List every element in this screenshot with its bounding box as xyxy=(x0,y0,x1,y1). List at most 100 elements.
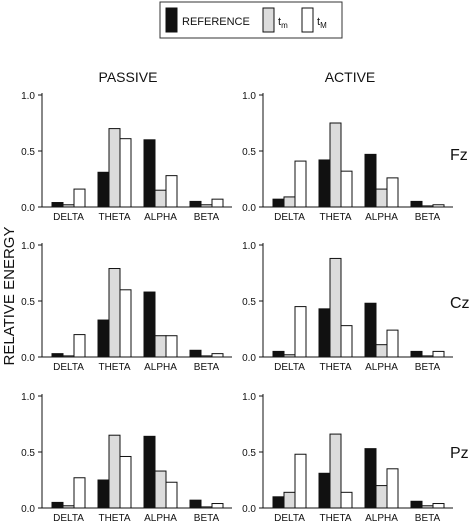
bar-pz-passive-theta-tM xyxy=(119,455,132,509)
bar-pz-active-alpha-tm xyxy=(375,485,388,509)
bar-cz-passive-beta-tm xyxy=(200,355,213,358)
x-tick-label-pz-active-beta: BETA xyxy=(415,513,441,524)
x-tick-label-pz-passive-theta: THETA xyxy=(98,513,130,524)
bar-cz-active-beta-tM xyxy=(432,350,445,358)
legend-label-tm: tm xyxy=(278,16,288,30)
bar-fz-passive-theta-tm xyxy=(108,128,121,208)
x-tick-label-cz-active-theta: THETA xyxy=(319,362,351,373)
x-tick-label-cz-active-delta: DELTA xyxy=(274,362,305,373)
bar-fz-passive-beta-tm xyxy=(200,204,213,208)
x-tick-label-pz-active-theta: THETA xyxy=(319,513,351,524)
panel-cz-passive: 0.0 0.5 1.0 DELTA THETA ALPHA BETA xyxy=(21,241,232,373)
bar-fz-active-theta-tm xyxy=(329,122,342,208)
bar-pz-active-alpha-reference xyxy=(364,448,377,509)
y-tick-label-pz-active-1: 0.5 xyxy=(242,448,256,459)
x-tick-label-fz-passive-alpha: ALPHA xyxy=(144,212,177,223)
x-tick-label-pz-passive-alpha: ALPHA xyxy=(144,513,177,524)
x-tick-label-cz-active-alpha: ALPHA xyxy=(365,362,398,373)
x-tick-label-pz-active-delta: DELTA xyxy=(274,513,305,524)
y-tick-label-pz-passive-2: 1.0 xyxy=(21,392,35,403)
bar-pz-active-alpha-tM xyxy=(386,468,399,509)
x-tick-label-cz-passive-alpha: ALPHA xyxy=(144,362,177,373)
bar-pz-passive-theta-reference xyxy=(97,479,110,509)
bar-pz-active-beta-tm xyxy=(421,505,434,509)
x-tick-label-fz-passive-delta: DELTA xyxy=(53,212,84,223)
row-label-cz: Cz xyxy=(450,295,470,312)
bar-fz-passive-delta-reference xyxy=(51,202,64,208)
bar-fz-passive-beta-reference xyxy=(189,200,202,208)
legend-label-tM: tM xyxy=(317,16,327,30)
y-tick-label-cz-passive-0: 0.0 xyxy=(21,353,35,364)
y-tick-label-fz-passive-0: 0.0 xyxy=(21,203,35,214)
bar-pz-active-delta-reference xyxy=(272,496,285,509)
y-tick-label-fz-passive-1: 0.5 xyxy=(21,147,35,158)
bar-pz-active-beta-tM xyxy=(432,503,445,509)
x-tick-label-fz-active-theta: THETA xyxy=(319,212,351,223)
bar-pz-active-beta-reference xyxy=(410,500,423,509)
y-axis-label: RELATIVE ENERGY xyxy=(1,227,18,366)
legend-label-tM-main: t xyxy=(317,16,320,28)
bar-fz-active-theta-tM xyxy=(340,170,353,208)
bar-cz-passive-theta-tm xyxy=(108,268,121,358)
bar-pz-active-theta-tM xyxy=(340,491,353,509)
x-tick-label-fz-active-delta: DELTA xyxy=(274,212,305,223)
bar-cz-passive-theta-reference xyxy=(97,319,110,358)
bar-fz-active-beta-reference xyxy=(410,200,423,208)
y-tick-label-fz-active-2: 1.0 xyxy=(242,91,256,102)
x-tick-label-pz-active-alpha: ALPHA xyxy=(365,513,398,524)
bar-fz-active-delta-tM xyxy=(294,160,307,208)
y-tick-label-cz-active-0: 0.0 xyxy=(242,353,256,364)
legend-swatch-tm xyxy=(262,7,275,33)
y-tick-label-pz-active-2: 1.0 xyxy=(242,392,256,403)
bar-cz-active-delta-reference xyxy=(272,350,285,358)
bar-pz-passive-delta-reference xyxy=(51,501,64,509)
bar-fz-passive-delta-tm xyxy=(62,204,75,208)
bar-fz-active-delta-tm xyxy=(283,196,296,208)
bar-fz-active-beta-tm xyxy=(421,205,434,208)
legend-label-tM-sub: M xyxy=(320,21,327,30)
bar-cz-active-theta-tm xyxy=(329,257,342,358)
row-label-pz: Pz xyxy=(450,445,469,462)
legend-label-tm-sub: m xyxy=(281,21,288,30)
y-tick-label-fz-active-1: 0.5 xyxy=(242,147,256,158)
bar-cz-passive-beta-tM xyxy=(211,353,224,358)
x-tick-label-fz-active-beta: BETA xyxy=(415,212,441,223)
bar-fz-active-theta-reference xyxy=(318,159,331,208)
bar-cz-passive-delta-tM xyxy=(73,334,86,358)
y-tick-label-cz-active-1: 0.5 xyxy=(242,297,256,308)
y-tick-label-pz-passive-1: 0.5 xyxy=(21,448,35,459)
bar-cz-active-alpha-reference xyxy=(364,302,377,358)
bar-cz-active-alpha-tm xyxy=(375,344,388,358)
bar-fz-active-alpha-tm xyxy=(375,188,388,208)
panel-pz-active: 0.0 0.5 1.0 DELTA THETA ALPHA BETA xyxy=(242,392,453,524)
x-tick-label-pz-passive-beta: BETA xyxy=(194,513,220,524)
bar-cz-active-alpha-tM xyxy=(386,329,399,358)
bar-pz-active-theta-tm xyxy=(329,433,342,509)
bar-cz-passive-delta-tm xyxy=(62,355,75,358)
row-label-fz: Fz xyxy=(450,147,468,164)
bar-pz-passive-beta-tm xyxy=(200,506,213,509)
panel-cz-active: 0.0 0.5 1.0 DELTA THETA ALPHA BETA xyxy=(242,241,453,373)
y-tick-label-cz-passive-2: 1.0 xyxy=(21,241,35,252)
bar-pz-passive-beta-reference xyxy=(189,499,202,509)
y-tick-label-cz-active-2: 1.0 xyxy=(242,241,256,252)
bar-cz-active-theta-tM xyxy=(340,325,353,358)
legend-swatch-tM xyxy=(301,7,314,33)
bar-pz-passive-delta-tM xyxy=(73,477,86,509)
panel-fz-active: 0.0 0.5 1.0 DELTA THETA ALPHA BETA xyxy=(242,91,453,223)
bar-pz-passive-alpha-tM xyxy=(165,481,178,509)
bar-pz-passive-delta-tm xyxy=(62,505,75,509)
y-tick-label-cz-passive-1: 0.5 xyxy=(21,297,35,308)
bar-cz-passive-alpha-tM xyxy=(165,335,178,358)
x-tick-label-fz-active-alpha: ALPHA xyxy=(365,212,398,223)
bar-pz-active-delta-tm xyxy=(283,491,296,509)
bar-fz-passive-delta-tM xyxy=(73,188,86,208)
y-tick-label-fz-passive-2: 1.0 xyxy=(21,91,35,102)
x-tick-label-fz-passive-beta: BETA xyxy=(194,212,220,223)
legend-label-tm-main: t xyxy=(278,16,281,28)
bar-pz-passive-theta-tm xyxy=(108,434,121,509)
column-header-passive: PASSIVE xyxy=(99,69,158,85)
bar-fz-active-beta-tM xyxy=(432,204,445,208)
legend-label-reference: REFERENCE xyxy=(182,16,250,28)
